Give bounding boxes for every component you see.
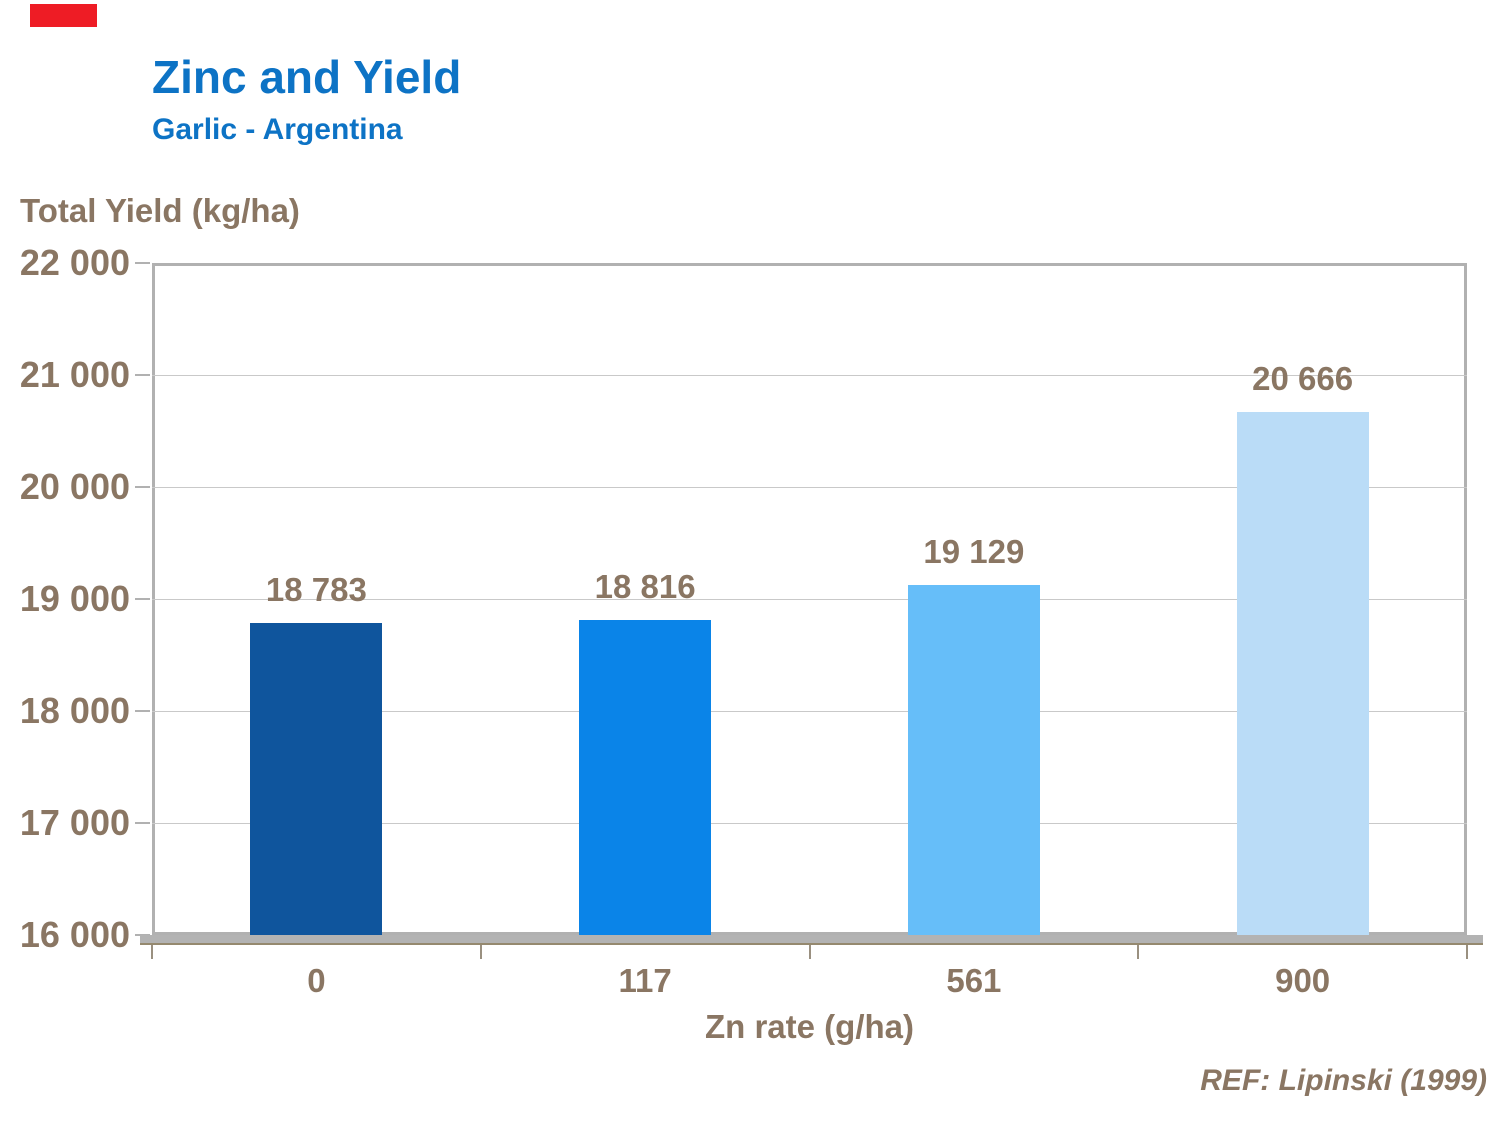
y-axis-tick — [135, 374, 150, 376]
bar — [907, 584, 1040, 935]
gridline — [152, 374, 1467, 376]
x-axis-tick — [808, 944, 811, 959]
bar-value-label: 20 666 — [1252, 360, 1354, 398]
x-axis-tick — [1137, 944, 1140, 959]
chart-title: Zinc and Yield — [152, 51, 462, 103]
chart-subtitle: Garlic - Argentina — [152, 113, 403, 146]
y-tick-label: 20 000 — [19, 466, 130, 507]
bar-value-label: 18 783 — [265, 571, 367, 609]
x-tick-label: 0 — [307, 962, 326, 999]
x-axis-tick — [151, 944, 153, 959]
y-tick-label: 22 000 — [19, 242, 130, 283]
y-axis-tick — [135, 486, 150, 488]
y-tick-label: 19 000 — [19, 578, 130, 619]
reference-note: REF: Lipinski (1999) — [1200, 1064, 1487, 1097]
red-corner-badge — [30, 4, 97, 27]
x-axis-tick — [479, 944, 482, 959]
x-axis-tick — [1466, 944, 1468, 959]
y-axis-tick — [135, 598, 150, 600]
bar-value-label: 18 816 — [594, 567, 696, 605]
gridline — [152, 710, 1467, 712]
bar-value-label: 19 129 — [923, 532, 1025, 570]
y-tick-label: 17 000 — [19, 802, 130, 843]
x-tick-label: 561 — [946, 962, 1002, 999]
y-axis-tick — [135, 262, 150, 264]
y-axis-tick — [135, 822, 150, 824]
y-tick-label: 21 000 — [19, 354, 130, 395]
x-tick-label: 117 — [618, 962, 672, 999]
y-axis-title: Total Yield (kg/ha) — [20, 192, 300, 229]
x-tick-label: 900 — [1275, 962, 1331, 999]
x-axis-line — [140, 935, 1483, 945]
bar — [250, 623, 383, 935]
y-tick-label: 18 000 — [19, 690, 130, 731]
y-tick-label: 16 000 — [19, 914, 130, 955]
gridline — [152, 822, 1467, 824]
gridline — [152, 486, 1467, 488]
gridline — [152, 598, 1467, 600]
bar — [579, 619, 712, 935]
bar — [1236, 412, 1369, 935]
y-axis-tick — [135, 710, 150, 712]
x-axis-title: Zn rate (g/ha) — [704, 1008, 914, 1045]
